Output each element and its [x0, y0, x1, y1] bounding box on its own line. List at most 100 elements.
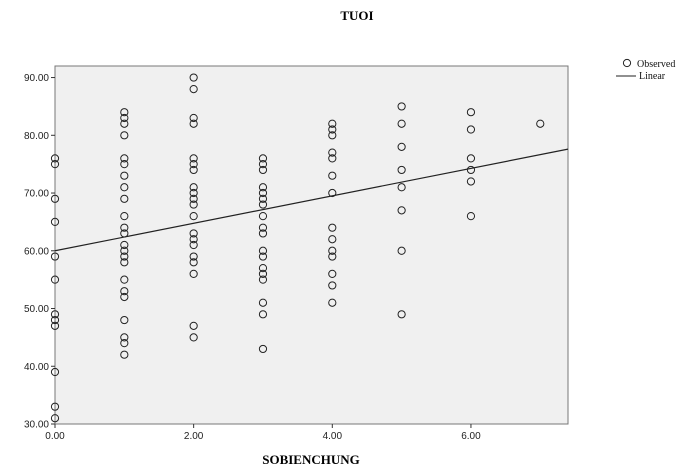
observed-point: [189, 258, 198, 267]
observed-point: [258, 188, 268, 198]
observed-point: [120, 160, 129, 169]
observed-point: [328, 269, 337, 278]
observed-point: [50, 275, 60, 284]
observed-point: [189, 212, 198, 221]
observed-point: [120, 333, 129, 342]
observed-point: [120, 119, 129, 128]
y-tick-label: 40.00: [24, 362, 49, 373]
observed-point: [120, 194, 129, 203]
observed-point: [466, 125, 476, 134]
observed-point: [50, 315, 60, 325]
observed-point: [120, 131, 129, 140]
observed-point: [120, 350, 129, 359]
x-tick-label: 0.00: [45, 431, 65, 442]
observed-point: [258, 275, 268, 284]
observed-point: [258, 344, 268, 354]
observed-point: [328, 223, 337, 232]
chart-title: TUOI: [340, 8, 373, 23]
observed-point: [189, 235, 198, 244]
observed-point: [120, 287, 129, 296]
observed-point: [189, 269, 198, 278]
observed-point: [258, 154, 268, 163]
observed-point: [328, 154, 337, 163]
observed-point: [120, 240, 129, 250]
observed-point: [328, 298, 337, 307]
observed-point: [50, 252, 60, 261]
observed-point: [120, 223, 129, 232]
observed-point: [258, 200, 268, 209]
observed-point: [50, 194, 60, 203]
observed-point: [50, 154, 60, 163]
observed-point: [258, 229, 268, 238]
observed-point: [466, 177, 476, 186]
observed-point: [397, 165, 406, 175]
observed-point: [328, 119, 337, 128]
observed-point: [189, 165, 198, 175]
observed-point: [258, 194, 268, 203]
observed-point: [328, 281, 337, 290]
observed-point: [397, 310, 406, 319]
observed-point: [328, 246, 337, 255]
observed-point: [120, 212, 129, 221]
observed-point: [189, 84, 198, 94]
observed-point: [189, 200, 198, 209]
observed-point: [397, 119, 406, 128]
y-tick-label: 60.00: [24, 246, 49, 257]
observed-points: [50, 73, 545, 423]
observed-point: [120, 252, 129, 261]
observed-point: [120, 258, 129, 267]
x-tick-label: 6.00: [461, 431, 481, 442]
observed-point: [397, 206, 406, 215]
observed-point: [120, 292, 129, 302]
observed-point: [189, 183, 198, 192]
x-axis: 0.00 2.00 4.00 6.00: [45, 424, 481, 442]
x-tick-label: 4.00: [323, 431, 343, 442]
observed-point: [258, 165, 268, 175]
observed-point: [328, 125, 337, 134]
observed-point: [50, 217, 60, 227]
observed-point: [258, 183, 268, 192]
observed-point: [466, 108, 476, 117]
observed-point: [189, 229, 198, 238]
observed-point: [258, 160, 268, 169]
observed-point: [120, 183, 129, 192]
x-tick-label: 2.00: [184, 431, 204, 442]
legend-linear-label: Linear: [639, 71, 666, 82]
observed-point: [258, 212, 268, 221]
observed-point: [258, 298, 268, 307]
observed-point: [328, 171, 337, 180]
observed-point: [397, 183, 406, 192]
linear-fit-line: [54, 148, 569, 252]
observed-point: [50, 160, 60, 169]
observed-point: [397, 102, 406, 111]
observed-point: [466, 165, 476, 175]
observed-point: [50, 321, 60, 330]
observed-point: [50, 310, 60, 319]
observed-point: [189, 252, 198, 261]
x-axis-label: SOBIENCHUNG: [262, 452, 360, 467]
observed-point: [328, 148, 337, 157]
observed-point: [189, 113, 198, 123]
observed-point: [258, 252, 268, 261]
observed-point: [189, 73, 198, 82]
observed-point: [50, 414, 60, 423]
observed-point: [189, 240, 198, 250]
observed-point: [258, 246, 268, 255]
observed-point: [189, 119, 198, 128]
y-tick-label: 90.00: [24, 73, 49, 84]
observed-point: [397, 246, 406, 255]
legend-observed-marker: [622, 58, 632, 68]
observed-point: [258, 310, 268, 319]
observed-point: [189, 321, 198, 330]
legend: Observed Linear: [616, 58, 675, 82]
y-tick-label: 70.00: [24, 189, 49, 200]
observed-point: [328, 188, 337, 198]
observed-point: [258, 223, 268, 232]
observed-point: [328, 235, 337, 244]
observed-point: [258, 269, 268, 278]
y-tick-label: 50.00: [24, 304, 49, 315]
y-tick-label: 30.00: [24, 420, 49, 431]
observed-point: [120, 246, 129, 255]
observed-point: [120, 113, 129, 123]
